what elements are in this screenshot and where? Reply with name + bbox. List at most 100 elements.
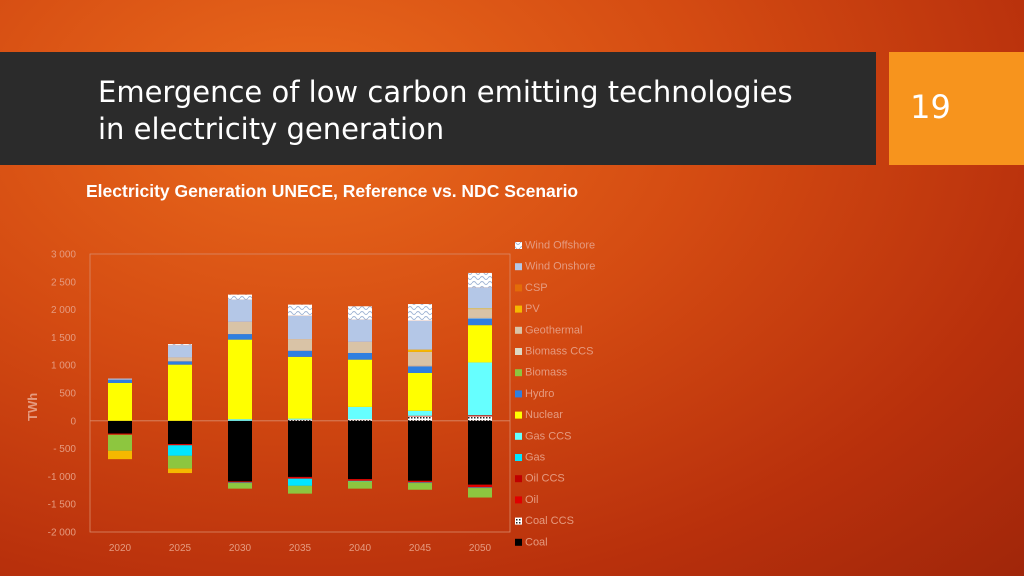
bar-segment-biomass [108,434,132,451]
bar-segment-geothermal [468,309,492,318]
bar-segment-oil [288,476,312,479]
y-tick-label: 2 000 [51,305,76,316]
bar-segment-coal [108,420,132,434]
slide-title-line1: Emergence of low carbon emitting technol… [98,75,793,109]
y-axis-label: TWh [25,393,40,421]
slide-title: Emergence of low carbon emitting technol… [98,74,868,148]
bar-segment-wind-onshore [108,378,132,380]
bar-segment-gas [348,480,372,482]
bar-segment-coal-ccs [468,416,492,421]
y-tick-label: 0 [70,416,76,427]
bar-segment-coal-ccs [408,416,432,421]
bar-segment-wind-offshore [288,304,312,316]
bar-segment-nuclear [288,356,312,419]
x-tick-label: 2040 [349,543,372,554]
legend-swatch [515,475,522,483]
legend-entry: PV [525,303,540,315]
bar-segment-geothermal [168,357,192,362]
legend-entry: CSP [525,282,548,294]
bar-segment-wind-offshore [348,306,372,320]
bar-segment-hydro [468,318,492,326]
bar-segment-oil [108,433,132,435]
bar-segment-wind-offshore [408,304,432,321]
legend-entry: Coal CCS [525,515,574,527]
bar-segment-coal [468,420,492,485]
bar-segment-hydro [168,361,192,365]
legend-swatch [515,284,522,292]
bar-segment-wind-onshore [408,320,432,350]
x-tick-label: 2020 [109,543,132,554]
page-number-box [889,52,1024,165]
bar-segment-hydro [108,379,132,383]
legend-swatch [515,326,522,334]
bar-segment-gas-ccs [288,418,312,420]
bar-segment-coal [408,420,432,481]
bar-segment-coal [348,420,372,480]
bar-segment-biomass-ccs [468,317,492,319]
bar-segment-hydro [408,366,432,373]
legend-swatch [515,390,522,398]
y-tick-label: -1 500 [48,500,77,511]
x-tick-label: 2030 [229,543,252,554]
legend-entry: Biomass [525,367,568,379]
bar-segment-coal-ccs [288,419,312,421]
legend-swatch [515,242,522,249]
legend-swatch [515,432,522,440]
bar-segment-coal-ccs [348,419,372,421]
bar-segment-hydro [288,350,312,357]
legend-swatch [515,454,522,461]
bar-segment-gas-ccs [468,362,492,416]
bar-segment-wind-onshore [348,319,372,342]
bar-segment-oil [228,481,252,483]
legend-swatch [515,538,522,546]
legend-swatch [515,517,522,525]
legend-swatch [515,348,522,355]
legend-entry: Gas [525,452,546,464]
bar-segment-pv [108,450,132,460]
bar-segment-coal [228,420,252,482]
title-bar [0,52,876,165]
legend-entry: Hydro [525,388,554,400]
bar-segment-pv [168,468,192,474]
bar-segment-geothermal [348,341,372,353]
chart-title: Electricity Generation UNECE, Reference … [86,181,579,201]
bar-segment-gas [228,482,252,484]
bar-segment-wind-offshore [168,344,192,346]
bar-segment-oil [408,480,432,483]
bar-segment-hydro [348,352,372,360]
bar-segment-geothermal [408,351,432,366]
bar-segment-gas-ccs [228,419,252,421]
bar-segment-coal [288,420,312,477]
bar-segment-wind-onshore [288,315,312,340]
bar-segment-gas-ccs [408,410,432,416]
bar-segment-oil [168,444,192,446]
bar-segment-nuclear [408,372,432,411]
y-tick-label: 3 000 [51,250,76,261]
legend-entry: Biomass CCS [525,346,593,358]
plot-area [89,253,511,533]
bar-segment-wind-onshore [468,287,492,309]
y-tick-label: 500 [59,389,76,400]
bar-segment-wind-offshore [228,294,252,300]
bar-segment-oil-ccs [408,415,432,417]
legend-entry: Nuclear [525,409,563,421]
legend-entry: Geothermal [525,324,582,336]
legend-swatch [515,411,522,419]
bar-segment-nuclear [168,364,192,421]
bar-segment-wind-onshore [168,345,192,358]
legend-entry: Wind Onshore [525,261,595,273]
legend-swatch [515,263,522,271]
y-tick-label: 2 500 [51,277,76,288]
bar-segment-gas-ccs [348,406,372,420]
bar-segment-biomass-ccs [408,365,432,367]
bar-segment-pv [408,349,432,352]
bar-segment-biomass [408,483,432,490]
bar-segment-pv [468,308,492,310]
bar-segment-oil [348,479,372,481]
y-tick-label: -1 000 [48,472,77,483]
legend-swatch [515,305,522,313]
legend-entry: Oil [525,494,538,506]
legend-entry: Gas CCS [525,430,571,442]
bar-segment-geothermal [288,339,312,351]
